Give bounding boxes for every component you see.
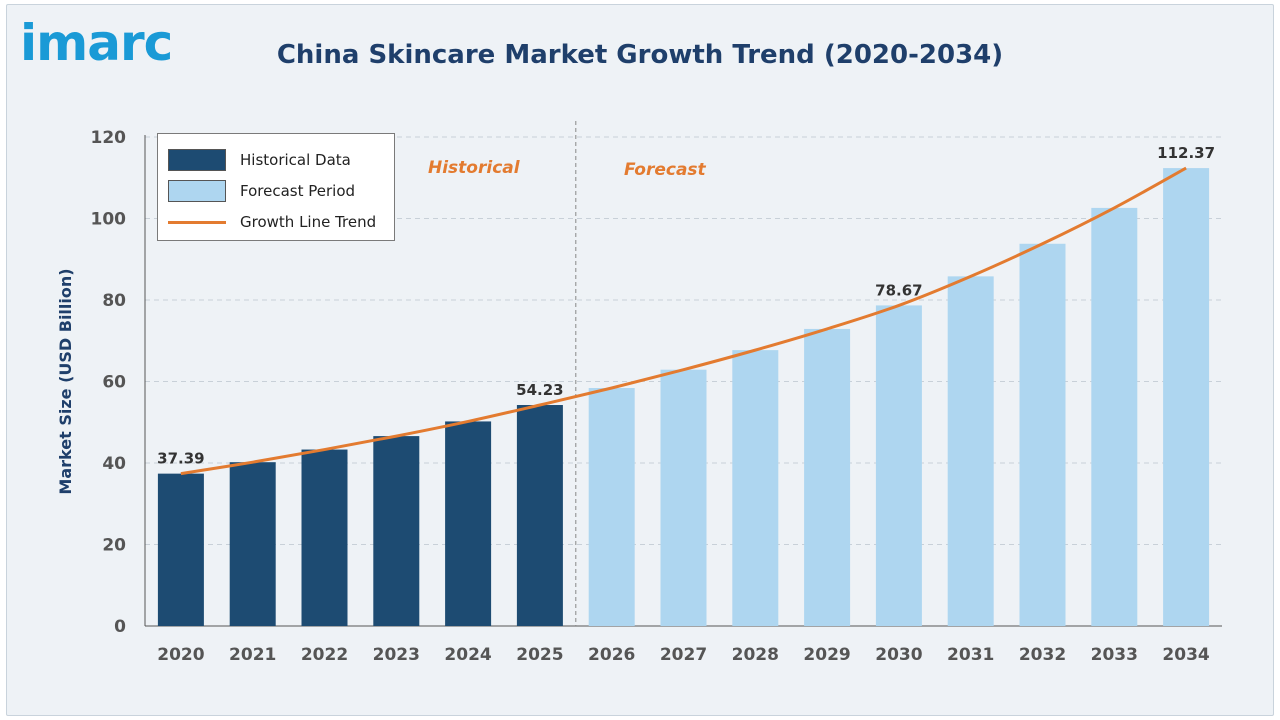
y-tick-label: 100 [91,210,127,230]
historical-bar [373,436,420,626]
x-tick-label: 2033 [1091,645,1138,665]
x-tick-label: 2021 [229,645,276,665]
x-tick-label: 2028 [732,645,779,665]
y-tick-label: 40 [102,454,126,474]
growth-trend-line [180,166,1187,476]
forecast-bar [732,350,779,626]
chart-legend: Historical Data Forecast Period Growth L… [157,133,395,241]
historical-region-label: Historical [428,158,520,178]
y-tick-label: 20 [102,536,126,556]
x-tick-label: 2029 [803,645,850,665]
x-tick-label: 2031 [947,645,994,665]
legend-item-historical: Historical Data [168,148,351,172]
legend-label-forecast: Forecast Period [240,182,356,200]
y-tick-label: 0 [114,617,126,637]
historical-bar [301,449,348,626]
forecast-bar [660,369,707,626]
legend-swatch-forecast [168,180,226,202]
historical-bar [229,462,276,626]
x-tick-label: 2026 [588,645,635,665]
legend-swatch-trend [168,220,226,224]
forecast-bar [1163,168,1210,626]
historical-bar [157,473,204,626]
forecast-bar [947,276,994,626]
x-tick-label: 2030 [875,645,922,665]
forecast-bar [804,328,851,626]
imarc-logo: imarc [20,14,173,72]
legend-swatch-historical [168,149,226,171]
y-tick-label: 120 [91,128,127,148]
x-tick-label: 2020 [157,645,204,665]
x-tick-label: 2034 [1162,645,1209,665]
y-tick-label: 80 [102,291,126,311]
x-tick-label: 2024 [444,645,491,665]
forecast-bar [588,388,635,626]
x-tick-label: 2023 [373,645,420,665]
forecast-region-label: Forecast [624,160,706,180]
legend-item-trend: Growth Line Trend [168,210,376,234]
forecast-bar [1091,207,1138,626]
x-tick-label: 2027 [660,645,707,665]
legend-item-forecast: Forecast Period [168,179,355,203]
data-label: 37.39 [157,450,204,468]
forecast-bar [1019,243,1066,626]
data-label: 112.37 [1157,144,1215,162]
data-label: 78.67 [875,281,922,299]
x-tick-label: 2022 [301,645,348,665]
forecast-bar [875,305,922,626]
y-axis-title: Market Size (USD Billion) [56,268,75,494]
historical-bar [516,405,563,626]
y-tick-label: 60 [102,373,126,393]
legend-label-trend: Growth Line Trend [240,213,377,231]
historical-bar [445,421,492,626]
chart-title: China Skincare Market Growth Trend (2020… [276,40,1004,70]
legend-label-historical: Historical Data [240,151,351,169]
x-tick-label: 2025 [516,645,563,665]
x-tick-label: 2032 [1019,645,1066,665]
data-label: 54.23 [516,381,563,399]
